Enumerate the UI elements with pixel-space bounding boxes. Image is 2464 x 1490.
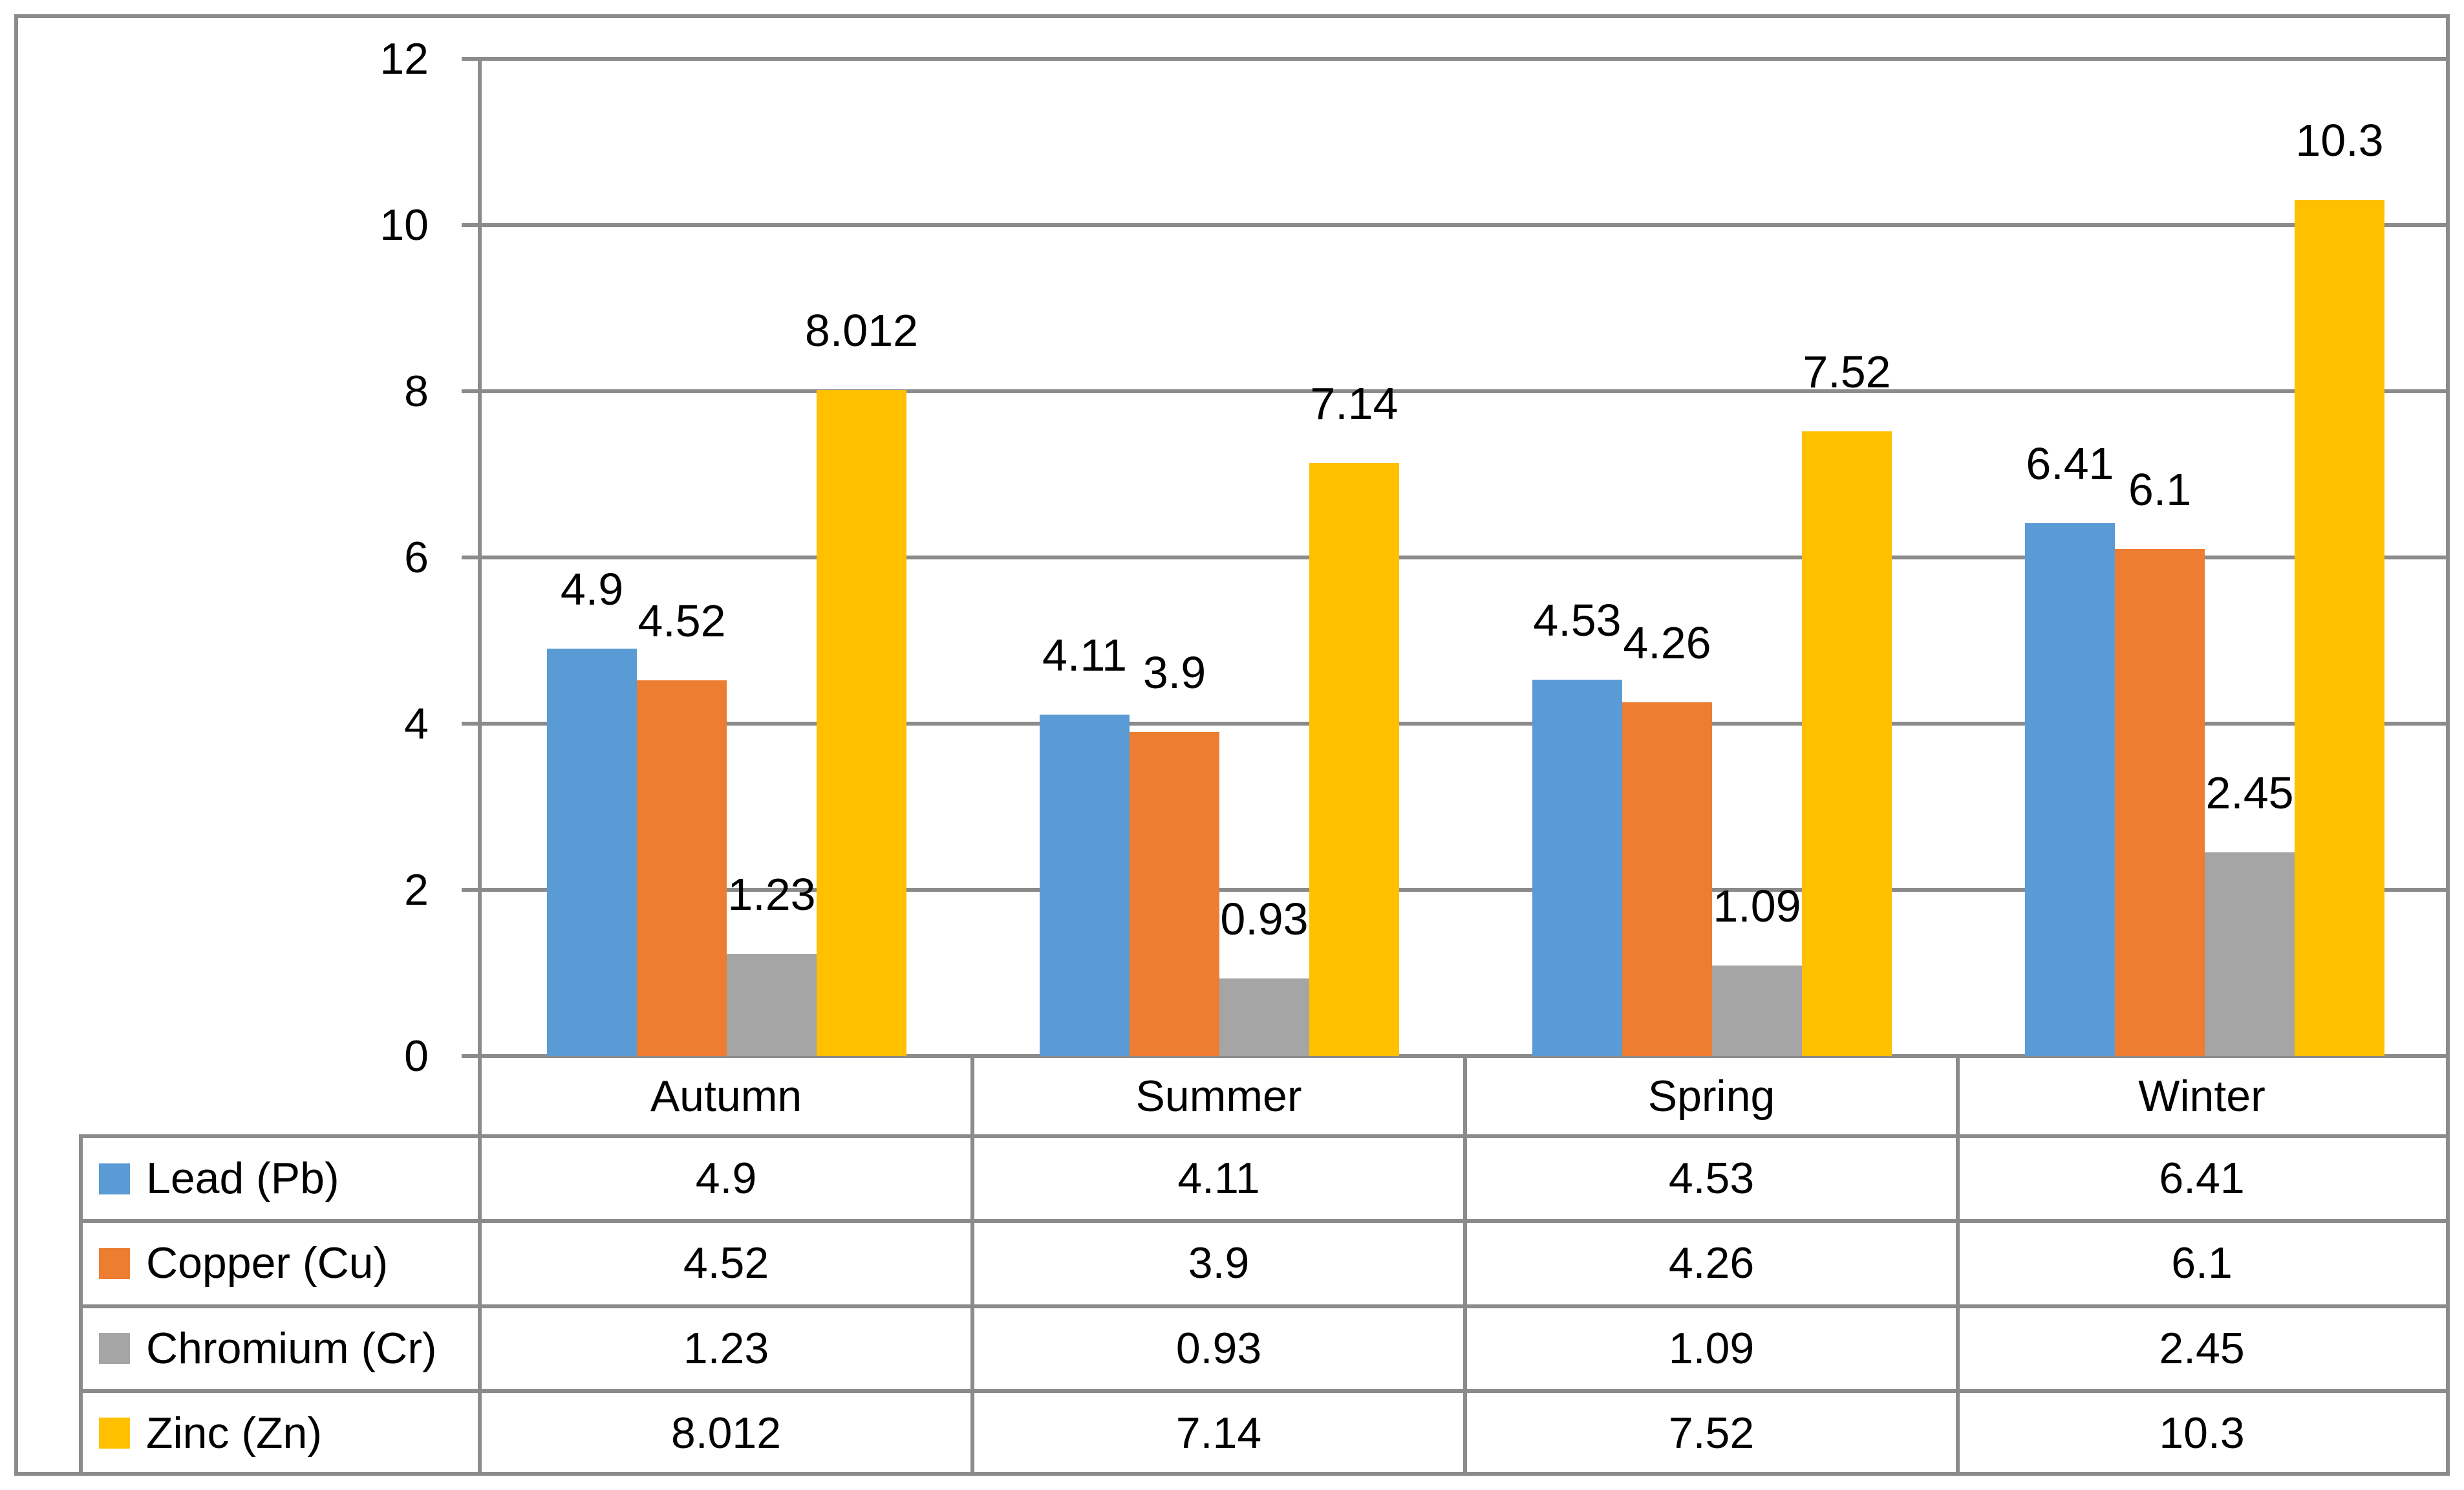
bar-copper-autumn: [637, 680, 727, 1056]
table-row-divider: [81, 1219, 2446, 1224]
bar-copper-spring: [1622, 702, 1712, 1056]
bar-zinc-spring: [1802, 431, 1892, 1056]
y-axis-tick-label: 8: [404, 367, 429, 416]
table-left-border: [79, 1134, 83, 1474]
table-value-lead-winter: 6.41: [2159, 1154, 2245, 1203]
table-value-zinc-winter: 10.3: [2159, 1408, 2245, 1458]
table-value-copper-autumn: 4.52: [683, 1238, 769, 1288]
table-value-zinc-spring: 7.52: [1668, 1408, 1755, 1458]
data-label-zinc-summer: 7.14: [1310, 378, 1398, 429]
table-series-label-lead: Lead (Pb): [146, 1154, 339, 1203]
legend-swatch-copper: [99, 1247, 130, 1279]
bar-chromium-summer: [1219, 978, 1309, 1056]
table-column-divider: [1956, 1056, 1960, 1476]
table-column-divider: [970, 1056, 974, 1476]
bar-zinc-winter: [2295, 200, 2384, 1056]
table-series-label-chromium: Chromium (Cr): [146, 1323, 437, 1373]
bar-zinc-summer: [1309, 462, 1399, 1056]
data-label-copper-summer: 3.9: [1142, 647, 1206, 698]
y-axis-tick: [462, 57, 480, 61]
table-category-winter: Winter: [2138, 1072, 2266, 1121]
y-axis-tick: [462, 888, 480, 892]
y-axis-tick: [462, 389, 480, 393]
table-row-divider: [81, 1388, 2446, 1393]
table-value-zinc-summer: 7.14: [1175, 1408, 1262, 1458]
bar-lead-autumn: [547, 649, 637, 1056]
data-label-zinc-autumn: 8.012: [804, 305, 919, 356]
data-label-lead-summer: 4.11: [1042, 629, 1128, 680]
bar-copper-summer: [1130, 731, 1219, 1056]
table-value-zinc-autumn: 8.012: [670, 1408, 782, 1458]
bar-lead-winter: [2025, 523, 2115, 1056]
table-value-lead-spring: 4.53: [1668, 1154, 1755, 1203]
y-axis-tick: [462, 1054, 480, 1058]
bar-chromium-spring: [1712, 965, 1802, 1056]
bar-chromium-winter: [2205, 852, 2295, 1056]
gridline-y-4: [480, 722, 2446, 726]
table-row-divider: [81, 1134, 2446, 1138]
data-label-chromium-winter: 2.45: [2205, 768, 2294, 819]
data-label-copper-autumn: 4.52: [637, 596, 726, 647]
data-label-zinc-winter: 10.3: [2295, 115, 2384, 166]
table-value-lead-summer: 4.11: [1177, 1154, 1260, 1203]
table-value-chromium-summer: 0.93: [1175, 1323, 1262, 1373]
data-label-lead-autumn: 4.9: [560, 564, 624, 615]
table-value-chromium-winter: 2.45: [2159, 1323, 2245, 1373]
bar-copper-winter: [2115, 549, 2205, 1056]
table-category-spring: Spring: [1647, 1072, 1775, 1121]
gridline-y-2: [480, 888, 2446, 892]
bar-lead-spring: [1532, 679, 1622, 1056]
y-axis-line: [478, 57, 482, 1476]
y-axis-tick-label: 4: [404, 699, 429, 748]
gridline-y-8: [480, 389, 2446, 393]
table-series-label-copper: Copper (Cu): [146, 1238, 389, 1288]
y-axis-tick-label: 2: [404, 865, 429, 914]
y-axis-tick: [462, 722, 480, 726]
table-value-copper-spring: 4.26: [1668, 1238, 1755, 1288]
table-series-label-zinc: Zinc (Zn): [146, 1408, 322, 1458]
legend-swatch-lead: [99, 1163, 130, 1194]
table-column-divider: [1463, 1056, 1467, 1476]
y-axis-tick-label: 0: [404, 1031, 429, 1081]
data-label-lead-winter: 6.41: [2026, 438, 2114, 490]
table-category-autumn: Autumn: [650, 1072, 802, 1121]
table-value-copper-winter: 6.1: [2171, 1238, 2233, 1288]
y-axis-tick-label: 10: [380, 200, 429, 250]
gridline-y-12: [480, 57, 2446, 61]
table-value-chromium-spring: 1.09: [1668, 1323, 1755, 1373]
table-value-copper-summer: 3.9: [1188, 1238, 1250, 1288]
y-axis-tick: [462, 556, 480, 559]
y-axis-tick-label: 6: [404, 533, 429, 582]
bar-chromium-autumn: [727, 953, 817, 1056]
table-value-lead-autumn: 4.9: [695, 1154, 757, 1203]
bar-zinc-autumn: [817, 390, 906, 1056]
legend-swatch-chromium: [99, 1333, 130, 1365]
data-label-copper-winter: 6.1: [2128, 464, 2192, 515]
gridline-y-6: [480, 556, 2446, 559]
data-label-chromium-autumn: 1.23: [727, 869, 816, 920]
table-value-chromium-autumn: 1.23: [683, 1323, 769, 1373]
bar-lead-summer: [1040, 714, 1130, 1056]
data-label-copper-spring: 4.26: [1623, 617, 1711, 668]
table-category-summer: Summer: [1135, 1072, 1302, 1121]
data-label-zinc-spring: 7.52: [1803, 346, 1891, 397]
legend-swatch-zinc: [99, 1418, 130, 1449]
table-row-divider: [81, 1304, 2446, 1308]
figure-border: [14, 14, 2450, 1476]
data-label-chromium-spring: 1.09: [1713, 880, 1801, 931]
gridline-y-10: [480, 223, 2446, 227]
y-axis-tick: [462, 223, 480, 227]
data-label-chromium-summer: 0.93: [1220, 894, 1309, 945]
data-label-lead-spring: 4.53: [1533, 594, 1622, 645]
gridline-y-0: [480, 1054, 2446, 1058]
y-axis-tick-label: 12: [380, 34, 429, 83]
